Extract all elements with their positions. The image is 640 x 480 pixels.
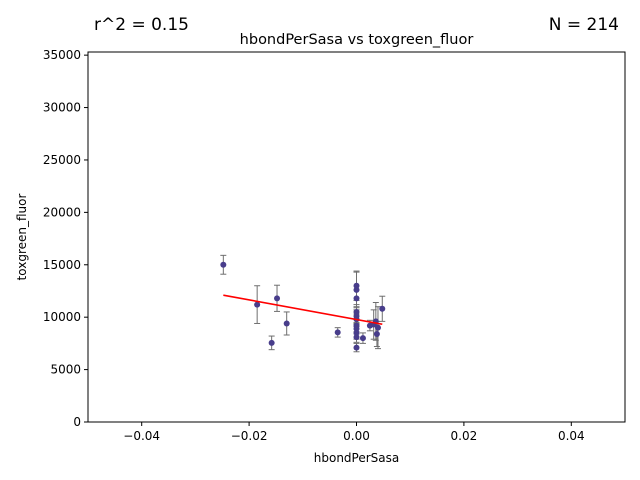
data-point: [353, 334, 360, 341]
data-point: [374, 324, 381, 331]
x-tick-label: 0.02: [451, 429, 478, 443]
data-point: [268, 339, 275, 346]
data-point: [283, 320, 290, 327]
data-point: [220, 261, 227, 268]
y-tick-label: 10000: [43, 310, 81, 324]
regression-line: [223, 294, 383, 325]
data-point: [353, 295, 360, 302]
data-point: [274, 295, 281, 302]
data-point: [353, 282, 360, 289]
x-axis-label: hbondPerSasa: [314, 451, 400, 465]
axes-frame: [87, 51, 626, 423]
y-tick-label: 35000: [43, 48, 81, 62]
data-point: [353, 286, 360, 293]
x-tick-label: −0.02: [231, 429, 268, 443]
x-tick-label: −0.04: [123, 429, 160, 443]
x-tick-label: 0.04: [558, 429, 585, 443]
data-point: [353, 329, 360, 336]
axis-ticks: −0.04 −0.02 0.00 0.02 0.04 0 5000 10000 15000 200…: [43, 48, 585, 443]
data-point: [359, 335, 366, 342]
y-tick-label: 0: [73, 415, 81, 429]
data-point: [353, 325, 360, 332]
plot-area: [220, 254, 386, 353]
data-point: [334, 329, 341, 336]
sample-count-annotation: N = 214: [549, 15, 619, 35]
chart-title: hbondPerSasa vs toxgreen_fluor: [240, 32, 474, 48]
y-axis-label: toxgreen_fluor: [15, 194, 29, 281]
y-tick-label: 15000: [43, 258, 81, 272]
data-point: [373, 330, 380, 337]
data-point: [254, 301, 261, 308]
data-point: [379, 305, 386, 312]
y-tick-label: 30000: [43, 101, 81, 115]
y-tick-label: 20000: [43, 205, 81, 219]
data-point: [353, 308, 360, 315]
y-tick-label: 5000: [50, 363, 81, 377]
r-squared-annotation: r^2 = 0.15: [94, 15, 189, 35]
y-tick-label: 25000: [43, 153, 81, 167]
data-point: [353, 344, 360, 351]
x-tick-label: 0.00: [343, 429, 370, 443]
